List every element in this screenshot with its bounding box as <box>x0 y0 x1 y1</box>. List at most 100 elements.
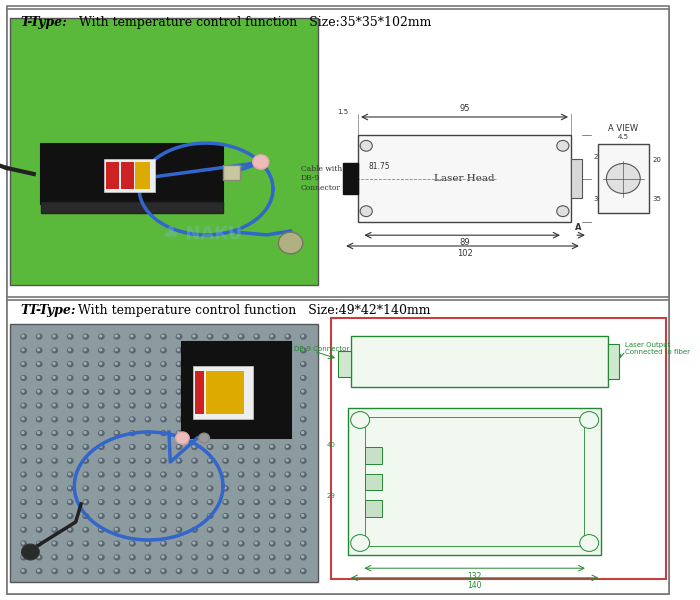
Circle shape <box>114 569 120 574</box>
Circle shape <box>146 362 150 367</box>
Circle shape <box>83 417 88 422</box>
Circle shape <box>301 486 306 491</box>
Circle shape <box>255 514 257 516</box>
Circle shape <box>53 377 55 378</box>
Circle shape <box>52 555 57 560</box>
Circle shape <box>52 334 57 339</box>
Text: 29: 29 <box>327 493 335 499</box>
Circle shape <box>223 555 228 560</box>
Circle shape <box>162 487 164 488</box>
Circle shape <box>130 541 135 546</box>
Circle shape <box>161 514 166 518</box>
Text: 140: 140 <box>468 581 482 590</box>
Circle shape <box>302 431 304 433</box>
Circle shape <box>224 528 226 530</box>
Circle shape <box>146 514 150 518</box>
Circle shape <box>84 362 86 364</box>
Circle shape <box>177 514 179 516</box>
Circle shape <box>130 334 135 339</box>
Circle shape <box>99 362 104 367</box>
Circle shape <box>254 472 260 477</box>
Circle shape <box>301 348 306 353</box>
Circle shape <box>22 556 24 558</box>
Circle shape <box>176 432 189 444</box>
Circle shape <box>130 569 135 574</box>
Text: T-Type:: T-Type: <box>20 16 67 29</box>
Text: 1.5: 1.5 <box>337 109 349 115</box>
Circle shape <box>209 487 211 488</box>
Circle shape <box>130 389 135 394</box>
Circle shape <box>69 349 71 350</box>
Circle shape <box>285 445 290 449</box>
Circle shape <box>255 487 257 488</box>
Circle shape <box>162 514 164 516</box>
Bar <box>104 159 155 192</box>
Circle shape <box>21 403 27 408</box>
Circle shape <box>162 445 164 447</box>
Circle shape <box>38 500 39 502</box>
Circle shape <box>239 556 241 558</box>
Circle shape <box>209 377 211 378</box>
Circle shape <box>301 431 306 436</box>
Circle shape <box>207 458 213 463</box>
Circle shape <box>301 362 306 367</box>
Circle shape <box>69 335 71 337</box>
Circle shape <box>301 458 306 463</box>
Circle shape <box>36 389 42 394</box>
Circle shape <box>146 334 150 339</box>
Circle shape <box>192 541 197 546</box>
Circle shape <box>224 445 226 447</box>
Circle shape <box>193 460 195 461</box>
Circle shape <box>255 335 257 337</box>
Circle shape <box>162 528 164 530</box>
Circle shape <box>131 390 133 392</box>
Circle shape <box>285 389 290 394</box>
Circle shape <box>177 528 179 530</box>
Text: 35: 35 <box>652 196 661 202</box>
Circle shape <box>131 377 133 378</box>
Circle shape <box>223 417 228 422</box>
Circle shape <box>209 418 211 420</box>
Circle shape <box>84 514 86 516</box>
Text: With temperature control function   Size:49*42*140mm: With temperature control function Size:4… <box>78 304 430 317</box>
Circle shape <box>209 390 211 392</box>
Circle shape <box>286 335 288 337</box>
Circle shape <box>161 403 166 408</box>
Circle shape <box>38 404 39 406</box>
Circle shape <box>146 514 148 516</box>
Circle shape <box>176 334 182 339</box>
Circle shape <box>53 418 55 420</box>
Circle shape <box>270 555 275 560</box>
Circle shape <box>270 541 275 546</box>
Circle shape <box>192 527 197 532</box>
Text: With temperature control function   Size:35*35*102mm: With temperature control function Size:3… <box>71 16 431 29</box>
Circle shape <box>161 458 166 463</box>
Circle shape <box>53 556 55 558</box>
Circle shape <box>68 555 73 560</box>
Circle shape <box>116 377 117 378</box>
Circle shape <box>285 403 290 408</box>
Bar <box>223 165 240 180</box>
Circle shape <box>36 431 42 436</box>
Circle shape <box>116 349 117 350</box>
Circle shape <box>36 555 42 560</box>
Circle shape <box>22 514 24 516</box>
Circle shape <box>302 335 304 337</box>
Circle shape <box>223 362 228 367</box>
Circle shape <box>99 403 104 408</box>
Circle shape <box>99 527 104 532</box>
Circle shape <box>146 418 148 420</box>
Circle shape <box>207 569 213 574</box>
Circle shape <box>99 348 104 353</box>
Circle shape <box>116 528 117 530</box>
Circle shape <box>270 431 275 436</box>
Circle shape <box>302 528 304 530</box>
Circle shape <box>302 514 304 516</box>
Text: TT-Type:: TT-Type: <box>20 304 76 317</box>
Circle shape <box>53 362 55 364</box>
Circle shape <box>177 487 179 488</box>
Circle shape <box>53 335 55 337</box>
Circle shape <box>224 500 226 502</box>
Bar <box>106 162 119 189</box>
Circle shape <box>270 514 275 518</box>
